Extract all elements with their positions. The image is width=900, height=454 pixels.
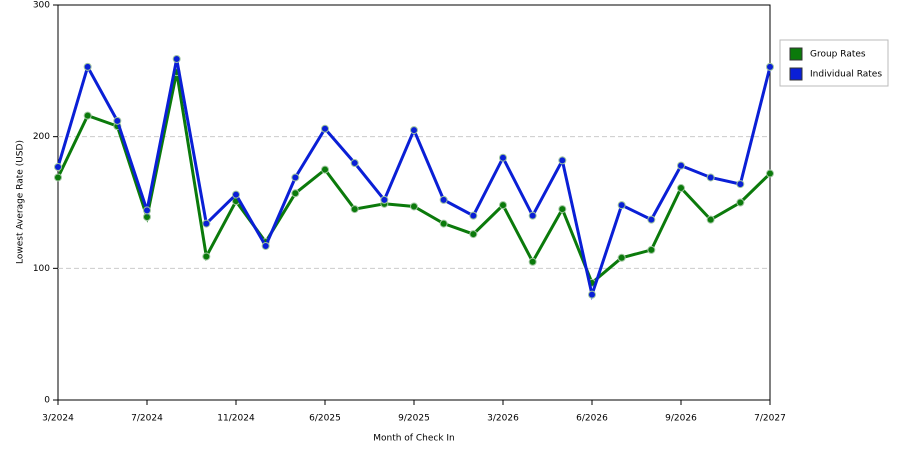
data-point bbox=[202, 252, 211, 261]
data-point bbox=[469, 230, 478, 239]
y-tick-label: 0 bbox=[44, 396, 50, 406]
data-point bbox=[677, 161, 685, 170]
data-point bbox=[380, 195, 389, 204]
data-point bbox=[54, 162, 62, 171]
x-tick-label: 6/2025 bbox=[309, 414, 341, 424]
legend-swatch bbox=[789, 67, 803, 81]
legend-swatch bbox=[789, 47, 803, 61]
data-point bbox=[617, 253, 626, 262]
data-point bbox=[499, 201, 507, 210]
data-point bbox=[617, 201, 626, 210]
data-point bbox=[83, 62, 92, 71]
y-tick-label: 300 bbox=[33, 1, 50, 11]
x-tick-label: 9/2026 bbox=[665, 414, 697, 424]
data-point bbox=[706, 173, 715, 182]
x-tick-label: 3/2026 bbox=[487, 414, 519, 424]
x-tick-label: 7/2024 bbox=[131, 414, 163, 424]
y-tick-label: 200 bbox=[33, 132, 50, 142]
data-point bbox=[54, 173, 62, 182]
x-tick-label: 9/2025 bbox=[398, 414, 430, 424]
data-point bbox=[410, 126, 418, 135]
x-tick-label: 7/2027 bbox=[754, 414, 786, 424]
legend-label: Individual Rates bbox=[810, 70, 882, 80]
y-axis-label: Lowest Average Rate (USD) bbox=[16, 140, 26, 264]
x-axis-label: Month of Check In bbox=[373, 434, 455, 444]
data-point bbox=[321, 165, 329, 174]
data-point bbox=[83, 111, 92, 120]
data-point bbox=[410, 202, 418, 211]
data-point bbox=[143, 206, 151, 215]
data-point bbox=[350, 205, 359, 214]
data-point bbox=[469, 211, 478, 220]
data-point bbox=[766, 169, 774, 178]
data-point bbox=[232, 190, 240, 199]
x-tick-label: 11/2024 bbox=[217, 414, 255, 424]
data-point bbox=[647, 245, 656, 254]
data-point bbox=[528, 257, 537, 266]
x-tick-label: 3/2024 bbox=[42, 414, 74, 424]
data-point bbox=[736, 180, 745, 189]
x-tick-label: 6/2026 bbox=[576, 414, 608, 424]
data-point bbox=[706, 215, 715, 224]
data-point bbox=[291, 173, 300, 182]
data-point bbox=[113, 116, 122, 125]
data-point bbox=[439, 219, 448, 228]
data-point bbox=[677, 184, 685, 193]
data-point bbox=[558, 205, 567, 214]
data-point bbox=[647, 215, 656, 224]
data-point bbox=[528, 211, 537, 220]
data-point bbox=[439, 195, 448, 204]
data-point bbox=[261, 241, 270, 250]
data-point bbox=[202, 219, 211, 228]
data-point bbox=[172, 54, 181, 63]
data-point bbox=[558, 156, 567, 165]
data-point bbox=[736, 198, 745, 207]
legend-label: Group Rates bbox=[810, 50, 866, 60]
data-point bbox=[350, 159, 359, 167]
data-point bbox=[291, 189, 300, 198]
y-tick-label: 100 bbox=[33, 264, 50, 274]
data-point bbox=[499, 153, 507, 162]
data-point bbox=[321, 124, 329, 133]
data-point bbox=[766, 62, 774, 71]
data-point bbox=[588, 290, 596, 299]
